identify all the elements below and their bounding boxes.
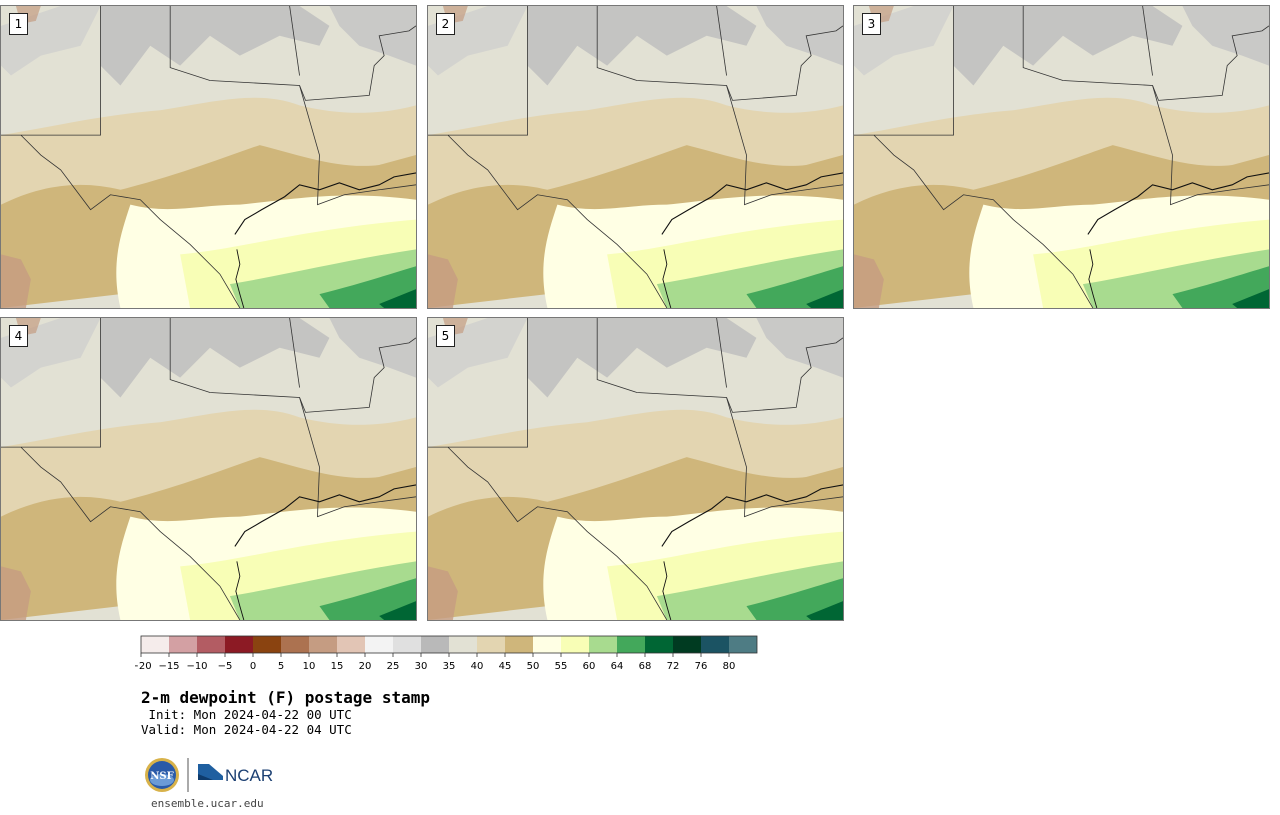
colorbar-swatch — [673, 636, 701, 653]
colorbar-swatch — [645, 636, 673, 653]
colorbar-swatch — [449, 636, 477, 653]
colorbar-tick-label: −5 — [218, 661, 233, 672]
colorbar-swatch — [561, 636, 589, 653]
member-label-3: 3 — [862, 13, 881, 35]
dewpoint-map-3 — [854, 6, 1269, 308]
colorbar-tick-label: 10 — [303, 661, 316, 672]
colorbar-tick-label: 30 — [415, 661, 428, 672]
colorbar-swatch — [197, 636, 225, 653]
colorbar-tick-label: 80 — [723, 661, 736, 672]
colorbar-swatch — [141, 636, 169, 653]
colorbar-tick-label: 72 — [667, 661, 680, 672]
ncar-logo-icon: NCAR — [198, 764, 273, 785]
colorbar-tick-label: 68 — [639, 661, 652, 672]
colorbar-tick-label: 64 — [611, 661, 624, 672]
colorbar-swatch — [253, 636, 281, 653]
colorbar-tick-label: 0 — [250, 661, 256, 672]
colorbar-swatch — [477, 636, 505, 653]
member-label-2: 2 — [436, 13, 455, 35]
colorbar-swatch — [309, 636, 337, 653]
colorbar-swatch — [589, 636, 617, 653]
colorbar-tick-label: 76 — [695, 661, 708, 672]
nsf-logo-icon: NSF — [145, 758, 179, 792]
dewpoint-map-1 — [1, 6, 416, 308]
colorbar-tick-label: −20 — [135, 661, 152, 672]
colorbar-tick-label: 35 — [443, 661, 456, 672]
colorbar-tick-label: 15 — [331, 661, 344, 672]
member-label-4: 4 — [9, 325, 28, 347]
colorbar-swatch — [365, 636, 393, 653]
colorbar-tick-label: 50 — [527, 661, 540, 672]
colorbar-swatch — [729, 636, 757, 653]
nsf-logo-text: NSF — [150, 771, 173, 782]
colorbar-tick-label: 25 — [387, 661, 400, 672]
colorbar-tick-label: 20 — [359, 661, 372, 672]
colorbar-tick-label: 40 — [471, 661, 484, 672]
member-label-5: 5 — [436, 325, 455, 347]
site-url: ensemble.ucar.edu — [151, 797, 264, 810]
colorbar-tick-label: 45 — [499, 661, 512, 672]
ncar-logo-text: NCAR — [225, 766, 273, 785]
colorbar-swatch — [393, 636, 421, 653]
dewpoint-map-4 — [1, 318, 416, 620]
colorbar-swatch — [169, 636, 197, 653]
colorbar-tick-label: 55 — [555, 661, 568, 672]
colorbar-tick-label: −15 — [158, 661, 179, 672]
colorbar-tick-label: −10 — [186, 661, 207, 672]
ensemble-member-panel-5: 5 — [427, 317, 844, 621]
colorbar-swatch — [701, 636, 729, 653]
ensemble-member-panel-2: 2 — [427, 5, 844, 309]
colorbar-swatch — [281, 636, 309, 653]
colorbar-swatch — [225, 636, 253, 653]
nsf-ncar-logos: NSF NCAR — [145, 758, 273, 792]
colorbar-swatch — [617, 636, 645, 653]
valid-time: Valid: Mon 2024-04-22 04 UTC — [141, 722, 352, 737]
colorbar-swatch — [421, 636, 449, 653]
plot-title: 2-m dewpoint (F) postage stamp — [141, 688, 430, 707]
colorbar-tick-label: 60 — [583, 661, 596, 672]
ensemble-member-panel-1: 1 — [0, 5, 417, 309]
colorbar-swatch — [337, 636, 365, 653]
colorbar-tick-label: 5 — [278, 661, 284, 672]
ensemble-member-panel-3: 3 — [853, 5, 1270, 309]
member-label-1: 1 — [9, 13, 28, 35]
title-block: 2-m dewpoint (F) postage stamp Init: Mon… — [141, 688, 430, 737]
dewpoint-map-2 — [428, 6, 843, 308]
dewpoint-colorbar: −20 −15 −10 −5 0 5 10 15 20 25 30 35 40 45 50 55 60 64 68 7… — [135, 635, 758, 672]
init-time: Init: Mon 2024-04-22 00 UTC — [141, 707, 352, 722]
dewpoint-map-5 — [428, 318, 843, 620]
colorbar-swatch — [533, 636, 561, 653]
ensemble-member-panel-4: 4 — [0, 317, 417, 621]
colorbar-swatch — [505, 636, 533, 653]
